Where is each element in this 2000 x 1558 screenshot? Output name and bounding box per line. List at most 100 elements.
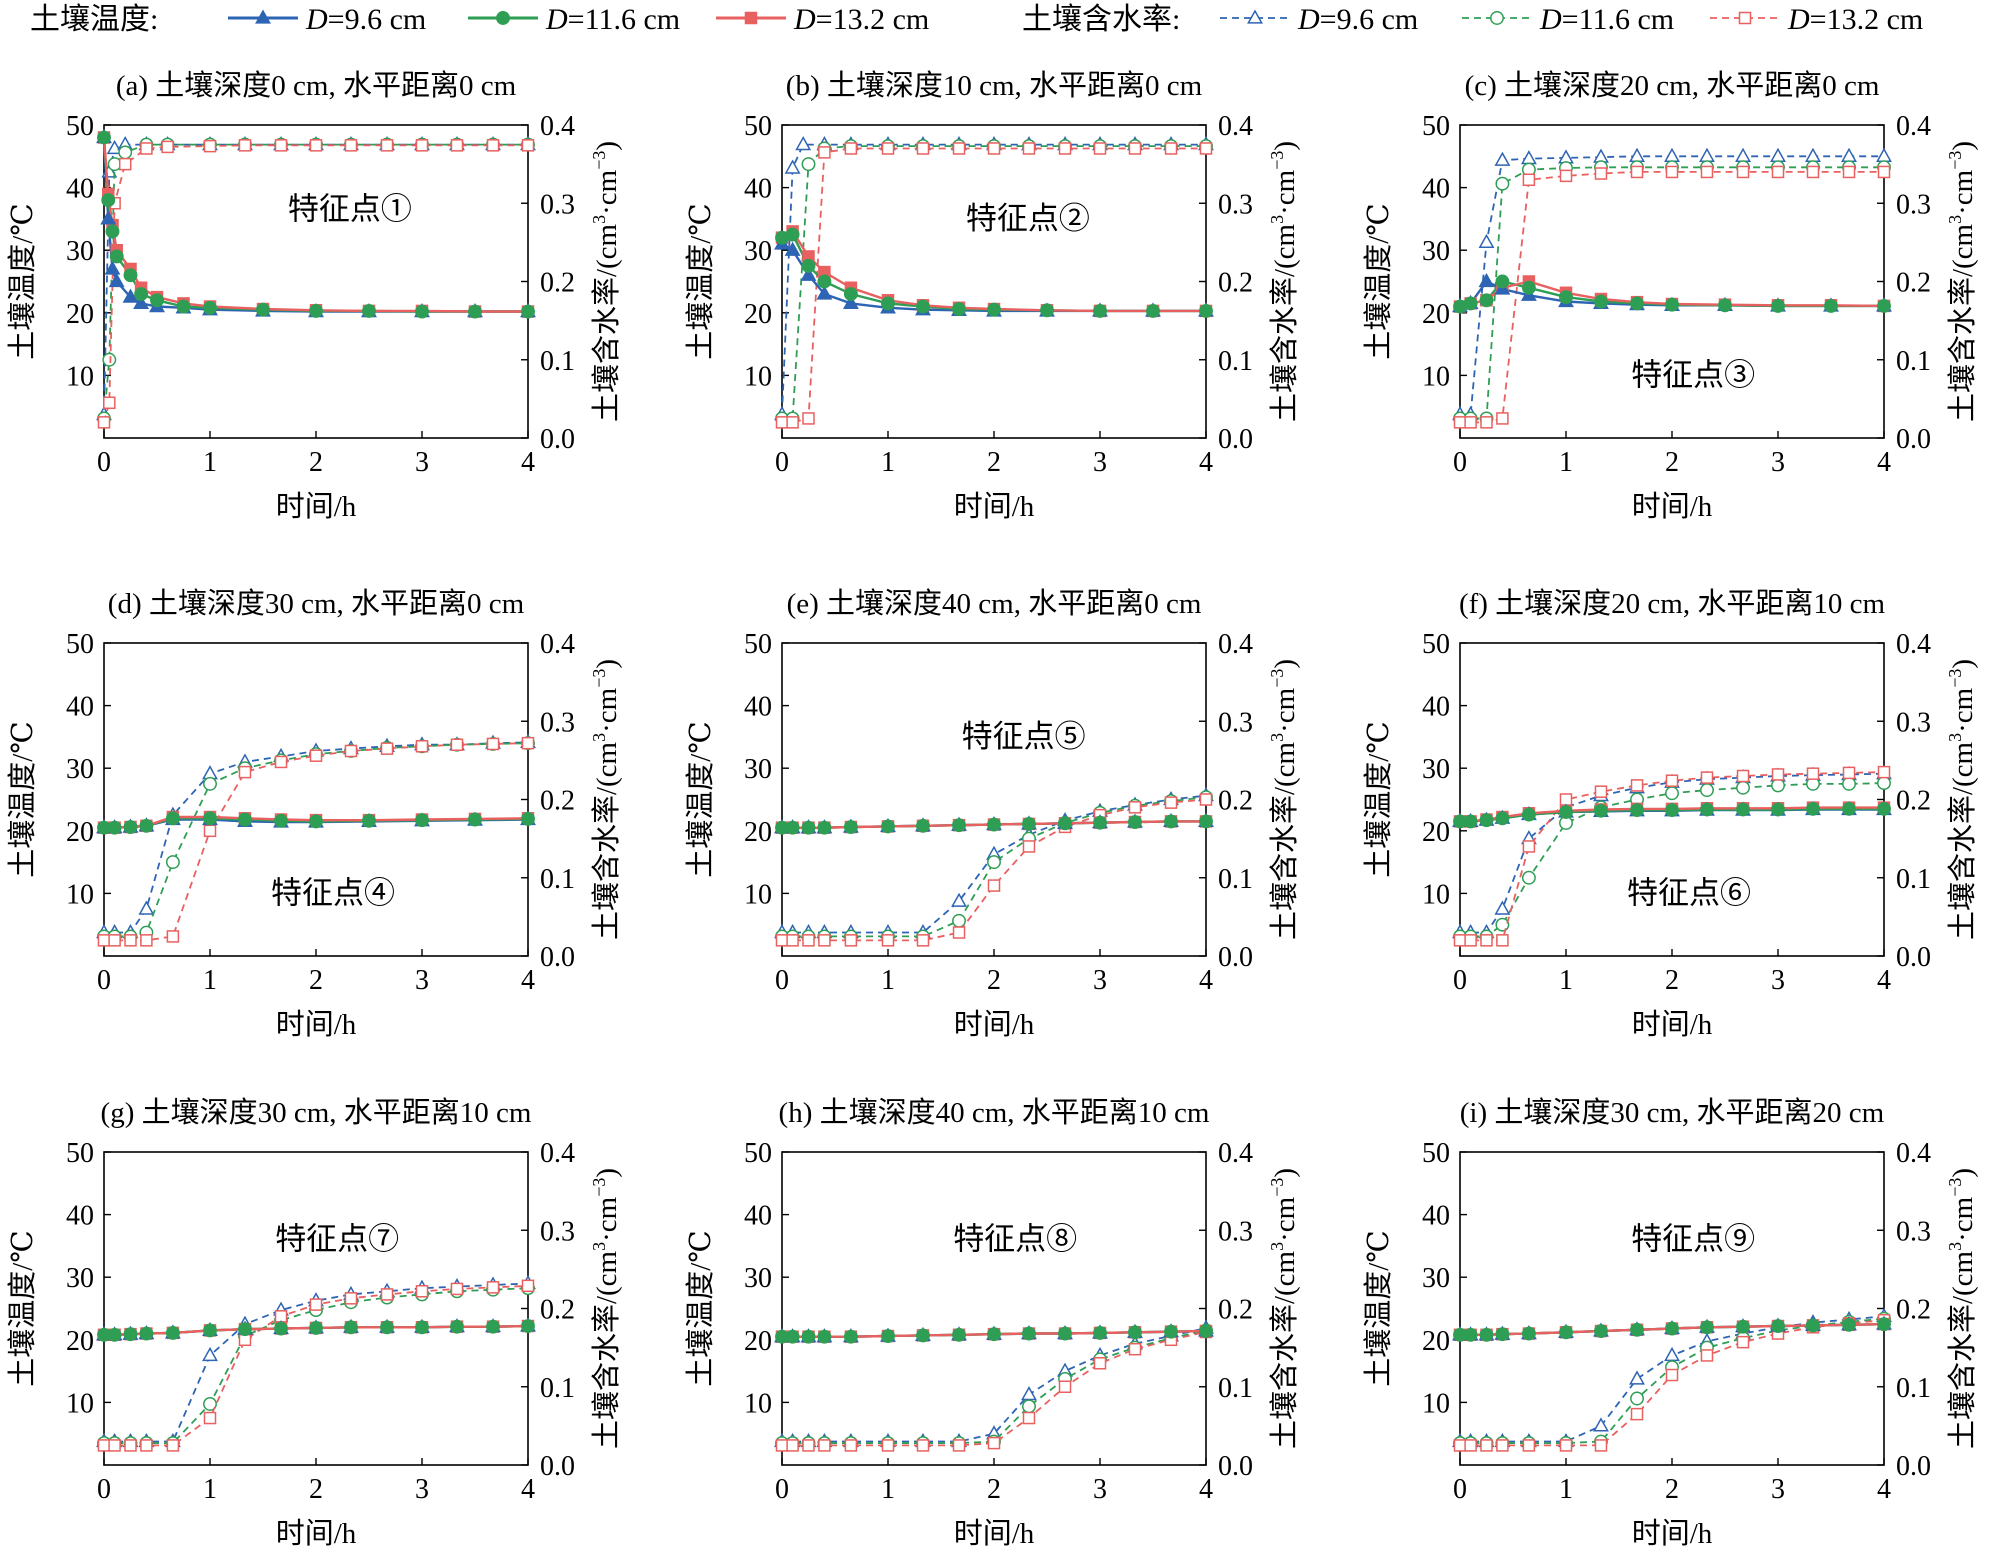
moisture-point-d132 bbox=[1522, 173, 1536, 187]
moisture-point-d132 bbox=[450, 738, 464, 751]
moisture-point-d132 bbox=[274, 139, 288, 152]
feature-point-label: 特征点⑦ bbox=[275, 1222, 399, 1257]
moisture-point-d132 bbox=[124, 934, 137, 947]
temperature-point-d116 bbox=[1594, 1324, 1608, 1338]
temperature-point-d96 bbox=[842, 294, 859, 310]
temperature-point-d116 bbox=[817, 1329, 832, 1344]
moisture-point-d132 bbox=[486, 737, 500, 751]
moisture-point-d132 bbox=[952, 1439, 966, 1452]
moisture-point-d96 bbox=[1664, 147, 1680, 162]
temperature-point-d96 bbox=[100, 210, 117, 225]
moisture-point-d132 bbox=[1022, 1411, 1036, 1425]
moisture-point-d132 bbox=[380, 1288, 394, 1301]
y-left-tick-label: 20 bbox=[1422, 1326, 1450, 1357]
moisture-point-d116 bbox=[102, 352, 117, 367]
panel-d: (d) 土壤深度30 cm, 水平距离0 cm 0 1 2 3 4 10 20 30 40 50 0.… bbox=[6, 587, 623, 1041]
temperature-point-d116 bbox=[1630, 803, 1644, 818]
moisture-point-d132 bbox=[380, 742, 394, 755]
x-tick-label: 0 bbox=[1453, 1474, 1467, 1505]
y-left-axis-label: 土壤温度/℃ bbox=[6, 203, 39, 360]
temperature-point-d116 bbox=[801, 258, 816, 273]
moisture-point-d132 bbox=[818, 934, 831, 947]
temperature-point-d116 bbox=[1559, 805, 1573, 819]
temperature-point-d116 bbox=[176, 299, 191, 314]
panel-h: (h) 土壤深度40 cm, 水平距离10 cm 0 1 2 3 4 10 20 30 40 50 0… bbox=[684, 1096, 1301, 1550]
moisture-point-d96 bbox=[202, 1346, 218, 1362]
y-left-axis-label: 土壤温度/℃ bbox=[684, 721, 717, 878]
x-tick-label: 1 bbox=[881, 965, 895, 996]
x-tick-label: 1 bbox=[203, 1474, 217, 1505]
y-right-tick-label: 0.1 bbox=[1896, 346, 1931, 377]
x-tick-label: 4 bbox=[521, 447, 535, 478]
panels: (a) 土壤深度0 cm, 水平距离0 cm0 1 2 3 410203040500.0… bbox=[6, 69, 1979, 1550]
moisture-line-d132 bbox=[782, 798, 1207, 942]
y-right-tick-label: 0.3 bbox=[1896, 707, 1931, 738]
temperature-point-d116 bbox=[881, 819, 895, 834]
x-tick-label: 0 bbox=[775, 1474, 789, 1505]
temperature-point-d116 bbox=[785, 820, 800, 835]
temperature-point-d116 bbox=[1164, 1324, 1178, 1339]
x-tick-label: 0 bbox=[1453, 447, 1467, 478]
y-left-axis-label: 土壤温度/℃ bbox=[6, 721, 39, 878]
y-left-axis-label: 土壤温度/℃ bbox=[6, 1230, 39, 1387]
temperature-point-d116 bbox=[1128, 815, 1142, 829]
panel-title: (a) 土壤深度0 cm, 水平距离0 cm bbox=[116, 69, 517, 102]
y-right-axis-label: 土壤含水率/(cm3·cm−3) bbox=[1945, 141, 1979, 422]
y-left-tick-label: 30 bbox=[66, 1263, 94, 1294]
legend-moist-marker-d116 bbox=[1490, 11, 1504, 25]
temperature-point-d116 bbox=[843, 820, 858, 834]
moisture-point-d116 bbox=[1842, 776, 1856, 791]
moisture-point-d132 bbox=[450, 139, 464, 152]
moisture-point-d132 bbox=[844, 142, 858, 155]
temperature-point-d116 bbox=[309, 303, 323, 318]
moisture-point-d132 bbox=[1559, 1439, 1573, 1452]
moisture-point-d96 bbox=[1664, 1346, 1680, 1362]
x-tick-label: 3 bbox=[1093, 965, 1107, 996]
moisture-point-d132 bbox=[786, 1439, 799, 1452]
moisture-point-d132 bbox=[108, 934, 121, 947]
x-tick-label: 3 bbox=[1093, 1474, 1107, 1505]
moisture-point-d132 bbox=[238, 139, 252, 152]
y-right-tick-label: 0.2 bbox=[1896, 786, 1931, 817]
plot-area bbox=[774, 136, 1214, 429]
moisture-point-d132 bbox=[1594, 785, 1608, 798]
y-right-tick-label: 0.1 bbox=[540, 346, 575, 377]
moisture-point-d132 bbox=[1480, 416, 1493, 429]
plot-area bbox=[96, 1274, 536, 1452]
moisture-point-d132 bbox=[103, 396, 116, 410]
moisture-point-d132 bbox=[1594, 1439, 1608, 1452]
moisture-point-d132 bbox=[140, 1439, 153, 1452]
y-right-tick-label: 0.1 bbox=[1218, 346, 1253, 377]
moisture-point-d116 bbox=[107, 157, 122, 172]
temperature-point-d116 bbox=[1521, 807, 1536, 822]
temperature-point-d116 bbox=[1559, 1325, 1573, 1340]
moisture-point-d132 bbox=[1058, 142, 1072, 155]
temperature-point-d116 bbox=[1630, 1322, 1644, 1337]
temperature-line-d96 bbox=[781, 242, 1206, 313]
temperature-point-d116 bbox=[1093, 303, 1107, 318]
moisture-point-d132 bbox=[1630, 1407, 1644, 1421]
temperature-point-d116 bbox=[1700, 802, 1714, 817]
temperature-point-d116 bbox=[1093, 1325, 1107, 1340]
x-tick-label: 4 bbox=[521, 965, 535, 996]
y-right-axis-label: 土壤含水率/(cm3·cm−3) bbox=[589, 659, 623, 940]
temperature-point-d116 bbox=[1842, 801, 1856, 816]
y-left-tick-label: 30 bbox=[66, 754, 94, 785]
temperature-point-d116 bbox=[1877, 298, 1891, 313]
moisture-point-d132 bbox=[1806, 767, 1820, 780]
moisture-point-d132 bbox=[1164, 142, 1178, 155]
moisture-point-d132 bbox=[1700, 1349, 1714, 1362]
moisture-point-d132 bbox=[1496, 934, 1509, 947]
temperature-point-d96 bbox=[1478, 272, 1495, 288]
y-right-tick-label: 0.2 bbox=[1218, 1295, 1253, 1326]
y-right-tick-label: 0.0 bbox=[1218, 942, 1253, 973]
temperature-point-d116 bbox=[987, 817, 1001, 832]
moisture-point-d132 bbox=[1594, 167, 1608, 180]
plot-area bbox=[96, 128, 536, 429]
y-right-tick-label: 0.0 bbox=[540, 942, 575, 973]
temperature-point-d116 bbox=[817, 274, 832, 289]
y-right-tick-label: 0.2 bbox=[1896, 1295, 1931, 1326]
y-left-tick-label: 20 bbox=[1422, 299, 1450, 330]
y-left-tick-label: 40 bbox=[66, 692, 94, 723]
panel-i: (i) 土壤深度30 cm, 水平距离20 cm 0 1 2 3 4 10 20 30 40 50 0… bbox=[1362, 1096, 1979, 1550]
